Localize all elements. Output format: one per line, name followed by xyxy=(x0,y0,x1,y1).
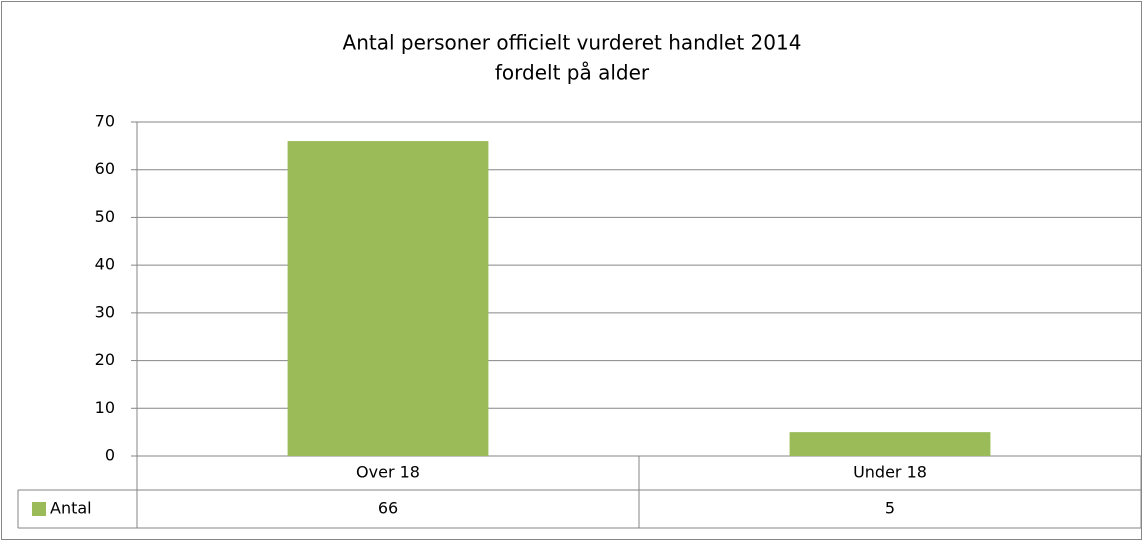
table-value: 5 xyxy=(885,499,895,518)
y-tick-label: 20 xyxy=(95,350,115,369)
y-tick-label: 60 xyxy=(95,159,115,178)
y-tick-label: 40 xyxy=(95,255,115,274)
x-tick-label: Under 18 xyxy=(853,463,927,482)
bar xyxy=(789,432,991,456)
chart-title: Antal personer officielt vurderet handle… xyxy=(343,31,802,55)
y-tick-label: 10 xyxy=(95,398,115,417)
y-tick-label: 0 xyxy=(105,446,115,465)
y-tick-label: 70 xyxy=(95,112,115,131)
y-tick-label: 50 xyxy=(95,207,115,226)
bar xyxy=(287,141,489,457)
chart-title: fordelt på alder xyxy=(495,61,650,85)
x-tick-label: Over 18 xyxy=(356,463,420,482)
table-value: 66 xyxy=(378,499,398,518)
legend-key xyxy=(32,502,46,516)
legend-label: Antal xyxy=(50,499,92,518)
y-tick-label: 30 xyxy=(95,302,115,321)
